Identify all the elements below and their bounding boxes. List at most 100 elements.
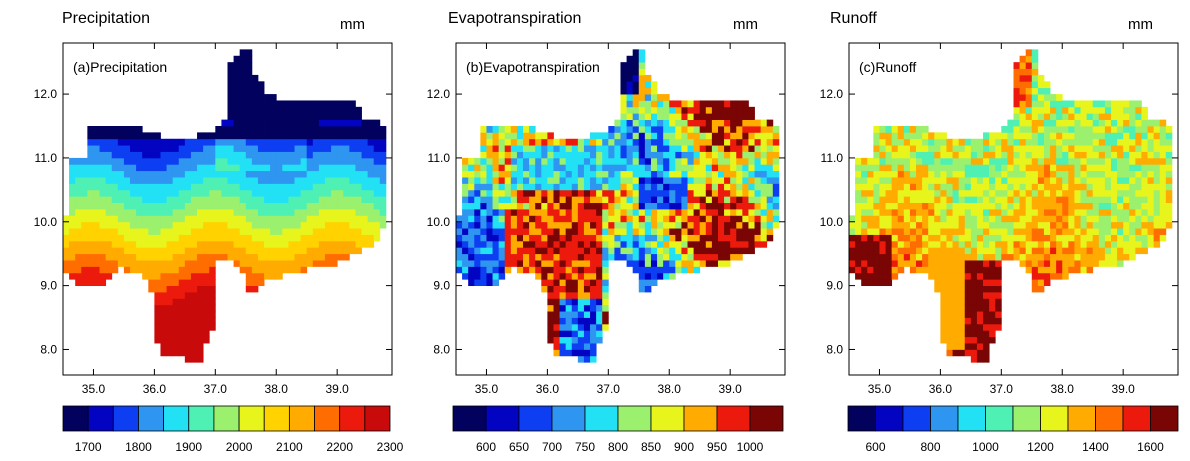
heatmap-cell <box>663 164 670 172</box>
heatmap-cell <box>257 164 265 172</box>
heatmap-cell <box>282 266 289 274</box>
heatmap-cell <box>693 106 701 114</box>
heatmap-cell <box>154 272 161 280</box>
heatmap-cell <box>1086 240 1094 248</box>
heatmap-cell <box>766 177 774 184</box>
heatmap-cell <box>306 100 314 108</box>
heatmap-cell <box>687 100 695 108</box>
heatmap-cell <box>754 234 762 242</box>
heatmap-cell <box>227 189 234 197</box>
heatmap-cell <box>1056 177 1063 184</box>
heatmap-cell <box>596 132 603 140</box>
heatmap-cell <box>675 221 682 229</box>
heatmap-cell <box>940 189 947 197</box>
heatmap-cell <box>867 253 874 261</box>
heatmap-cell <box>294 260 302 267</box>
heatmap-cell <box>105 266 113 274</box>
y-tick-label: 12.0 <box>34 87 58 101</box>
heatmap-cell <box>288 138 295 146</box>
heatmap-cell <box>867 247 874 255</box>
heatmap-cell <box>203 240 210 248</box>
heatmap-cell <box>577 343 585 350</box>
heatmap-cell <box>172 202 180 210</box>
heatmap-cell <box>178 189 186 197</box>
heatmap-cell <box>178 343 186 350</box>
heatmap-cell <box>897 202 905 210</box>
heatmap-cell <box>361 126 369 133</box>
heatmap-cell <box>577 260 585 267</box>
heatmap-cell <box>1153 138 1161 146</box>
heatmap-cell <box>1007 221 1014 229</box>
heatmap-cell <box>462 157 469 165</box>
heatmap-cell <box>486 183 493 191</box>
heatmap-cell <box>553 266 560 274</box>
heatmap-cell <box>523 209 530 216</box>
heatmap-cell <box>964 209 972 216</box>
heatmap-cell <box>300 189 308 197</box>
heatmap-cell <box>730 253 737 261</box>
heatmap-cell <box>583 298 591 306</box>
heatmap-cell <box>1025 55 1033 63</box>
heatmap-cell <box>885 151 893 159</box>
heatmap-cell <box>736 247 743 255</box>
heatmap-cell <box>270 247 277 255</box>
heatmap-cell <box>1031 260 1039 267</box>
heatmap-cell <box>989 317 996 325</box>
heatmap-cell <box>136 221 143 229</box>
heatmap-cell <box>724 132 731 140</box>
heatmap-cell <box>486 272 493 280</box>
heatmap-cell <box>571 177 579 184</box>
heatmap-cell <box>1098 145 1106 152</box>
heatmap-cell <box>970 279 978 287</box>
heatmap-cell <box>282 196 289 204</box>
heatmap-cell <box>136 266 143 274</box>
heatmap-cell <box>1141 113 1148 121</box>
heatmap-cell <box>75 221 82 229</box>
heatmap-cell <box>1159 228 1167 235</box>
heatmap-cell <box>87 209 94 216</box>
y-tick-label: 10.0 <box>34 215 58 229</box>
heatmap-cell <box>172 196 180 204</box>
heatmap-cell <box>105 164 113 172</box>
heatmap-cell <box>693 253 701 261</box>
heatmap-cell <box>760 234 768 242</box>
heatmap-cell <box>565 323 573 331</box>
heatmap-cell <box>257 106 265 114</box>
heatmap-cell <box>657 100 664 108</box>
heatmap-cell <box>1037 253 1045 261</box>
heatmap-cell <box>855 234 862 242</box>
heatmap-cell <box>565 157 573 165</box>
heatmap-cell <box>1001 183 1008 191</box>
heatmap-cell <box>221 234 228 242</box>
heatmap-cell <box>245 145 253 152</box>
heatmap-cell <box>596 336 603 344</box>
heatmap-cell <box>1159 221 1167 229</box>
heatmap-cell <box>608 126 615 133</box>
heatmap-cell <box>760 145 768 152</box>
heatmap-cell <box>257 94 265 101</box>
heatmap-cell <box>184 311 192 318</box>
heatmap-cell <box>172 292 180 299</box>
heatmap-cell <box>1129 106 1136 114</box>
heatmap-cell <box>312 189 320 197</box>
heatmap-cell <box>523 253 530 261</box>
heatmap-cell <box>1025 62 1033 69</box>
heatmap-cell <box>1056 151 1063 159</box>
heatmap-cell <box>343 177 350 184</box>
heatmap-cell <box>492 177 500 184</box>
heatmap-cell <box>1013 209 1020 216</box>
heatmap-cell <box>264 209 271 216</box>
heatmap-cell <box>468 177 475 184</box>
heatmap-cell <box>626 81 634 89</box>
heatmap-cell <box>203 209 210 216</box>
heatmap-cell <box>989 279 996 287</box>
heatmap-cell <box>964 145 972 152</box>
heatmap-cell <box>190 336 198 344</box>
heatmap-cell <box>687 170 695 178</box>
heatmap-cell <box>331 253 338 261</box>
heatmap-cell <box>343 196 350 204</box>
heatmap-cell <box>221 247 228 255</box>
heatmap-cell <box>565 151 573 159</box>
heatmap-cell <box>976 266 984 274</box>
heatmap-cell <box>711 164 719 172</box>
